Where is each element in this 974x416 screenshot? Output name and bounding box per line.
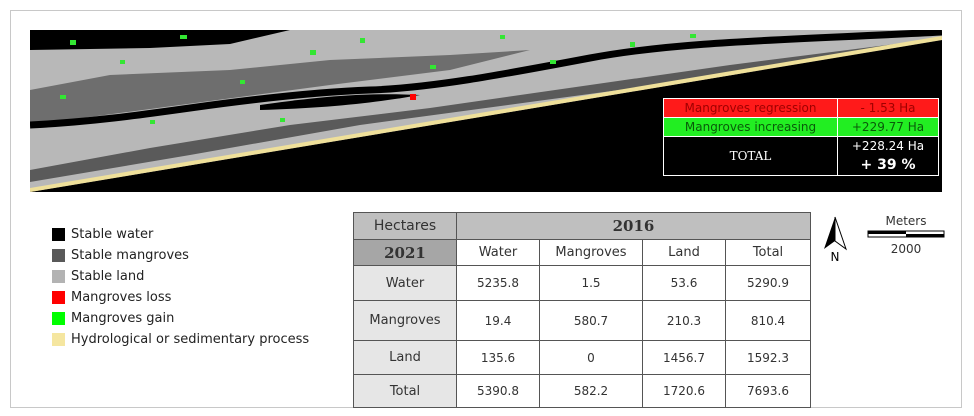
overlay-row: + 39 %	[664, 155, 939, 176]
overlay-row: Mangroves increasing +229.77 Ha	[663, 117, 939, 137]
coastline	[30, 36, 942, 192]
legend-label: Stable land	[71, 269, 145, 284]
cell: 210.3	[642, 300, 726, 341]
cell: 1592.3	[725, 340, 811, 375]
legend-item: Stable mangroves	[52, 245, 309, 266]
overlay-label: Mangroves increasing	[663, 117, 838, 137]
cell: 5290.9	[725, 265, 811, 301]
water-patch	[30, 30, 290, 50]
legend-swatch	[52, 270, 65, 283]
corner-bottom: 2021	[353, 239, 457, 266]
corner-top: Hectares	[353, 212, 457, 240]
legend-swatch	[52, 312, 65, 325]
legend-item: Stable water	[52, 224, 309, 245]
overlay-label: Mangroves regression	[663, 98, 838, 118]
cell: 19.4	[456, 300, 540, 341]
overlay-row: TOTAL +228.24 Ha	[663, 136, 939, 176]
legend-swatch	[52, 228, 65, 241]
cell: 810.4	[725, 300, 811, 341]
overlay-value: +228.24 Ha	[837, 136, 939, 155]
overlay-percent: + 39 %	[837, 155, 939, 176]
change-matrix: Hectares 2016 2021 Water Mangroves Land Total W…	[353, 212, 811, 408]
legend-item: Mangroves gain	[52, 308, 309, 329]
scale-rect	[906, 234, 944, 237]
cell: 582.2	[539, 374, 643, 408]
cell: 580.7	[539, 300, 643, 341]
cell: 5235.8	[456, 265, 540, 301]
header-row: Hectares 2016	[353, 212, 811, 240]
legend-label: Hydrological or sedimentary process	[71, 332, 310, 347]
cell: 1.5	[539, 265, 643, 301]
row-header: Land	[353, 340, 457, 375]
cell: 7693.6	[725, 374, 811, 408]
legend-label: Mangroves loss	[71, 290, 172, 305]
legend: Stable water Stable mangroves Stable land M…	[52, 224, 309, 350]
north-arrow: N	[824, 216, 847, 264]
scale-graphic	[867, 230, 945, 238]
legend-swatch	[52, 249, 65, 262]
data-row: Water 5235.8 1.5 53.6 5290.9	[353, 265, 811, 301]
legend-item: Hydrological or sedimentary process	[52, 329, 309, 350]
cell: 0	[539, 340, 643, 375]
row-header: Mangroves	[353, 300, 457, 341]
column-header: Total	[725, 239, 811, 266]
cell: 1456.7	[642, 340, 726, 375]
cell: 135.6	[456, 340, 540, 375]
river-channel	[260, 94, 420, 110]
gain-pixels	[60, 34, 696, 124]
cell: 5390.8	[456, 374, 540, 408]
legend-label: Stable mangroves	[71, 248, 189, 263]
river-channel	[30, 30, 942, 129]
column-header: Mangroves	[539, 239, 643, 266]
overlay-value: +229.77 Ha	[837, 117, 939, 137]
legend-item: Stable land	[52, 266, 309, 287]
loss-pixel	[410, 94, 416, 100]
header-row: 2021 Water Mangroves Land Total	[353, 239, 811, 266]
figure-frame	[10, 10, 962, 408]
legend-swatch	[52, 291, 65, 304]
overlay-value: - 1.53 Ha	[837, 98, 939, 118]
legend-item: Mangroves loss	[52, 287, 309, 308]
legend-label: Stable water	[71, 227, 154, 242]
legend-swatch	[52, 333, 65, 346]
scale-rect	[868, 231, 906, 234]
scale-bar: Meters 2000	[866, 214, 946, 256]
legend-label: Mangroves gain	[71, 311, 175, 326]
row-header: Water	[353, 265, 457, 301]
cell: 53.6	[642, 265, 726, 301]
overlay-row: Mangroves regression - 1.53 Ha	[663, 98, 939, 118]
column-header: Water	[456, 239, 540, 266]
scale-value: 2000	[890, 242, 922, 256]
map-summary: Mangroves regression - 1.53 Ha Mangroves i…	[663, 98, 939, 176]
north-label: N	[831, 250, 840, 264]
arrow-half	[834, 216, 847, 251]
mangrove-patch	[30, 50, 530, 125]
arrow-half	[824, 217, 835, 249]
data-row: Mangroves 19.4 580.7 210.3 810.4	[353, 300, 811, 341]
data-row: Land 135.6 0 1456.7 1592.3	[353, 340, 811, 375]
data-row: Total 5390.8 582.2 1720.6 7693.6	[353, 374, 811, 408]
cell: 1720.6	[642, 374, 726, 408]
column-header: Land	[642, 239, 726, 266]
column-group: 2016	[456, 212, 811, 240]
scale-title: Meters	[885, 214, 927, 228]
row-header: Total	[353, 374, 457, 408]
overlay-label: TOTAL	[663, 136, 838, 176]
